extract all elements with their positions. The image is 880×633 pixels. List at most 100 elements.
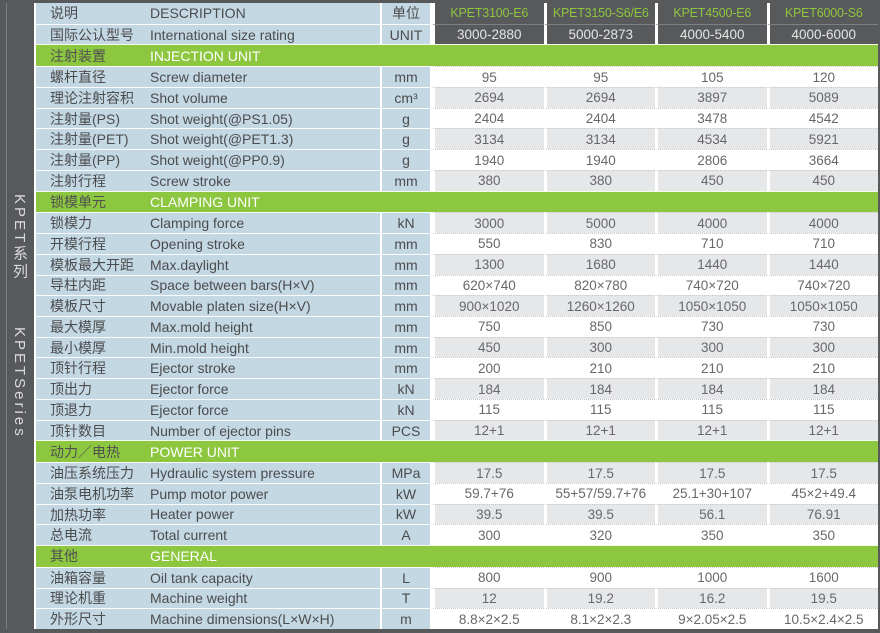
spec-label-cn: 油箱容量 — [36, 566, 148, 588]
spec-row: 导柱内距 Space between bars(H×V) mm 620×740 820×… — [36, 274, 878, 296]
spec-row: 理论机重 Machine weight T 12 19.2 16.2 19.5 — [36, 587, 878, 609]
spec-value: 12+1 — [543, 419, 655, 441]
spec-label-en: Opening stroke — [148, 233, 380, 254]
spec-label-en: Min.mold height — [148, 336, 380, 358]
spec-row: 顶针数目 Number of ejector pins PCS 12+1 12+1 12+… — [36, 419, 878, 441]
spec-unit: mm — [380, 357, 432, 379]
column-header-unit-cn: 单位 — [380, 3, 432, 24]
spec-value: 39.5 — [543, 503, 655, 525]
spec-row: 最大模厚 Max.mold height mm 750 850 730 730 — [36, 316, 878, 337]
spec-value: 1940 — [432, 149, 544, 170]
spec-row: 油箱容量 Oil tank capacity L 800 900 1000 1600 — [36, 566, 878, 588]
spec-value: 450 — [432, 336, 544, 358]
spec-value: 5089 — [766, 86, 878, 108]
spec-row: 外形尺寸 Machine dimensions(L×W×H) m 8.8×2×2.5 8… — [36, 608, 878, 630]
spec-label-cn: 总电流 — [36, 524, 148, 546]
spec-value: 184 — [432, 378, 544, 399]
spec-label-en: Space between bars(H×V) — [148, 274, 380, 296]
spec-value: 9×2.05×2.5 — [655, 608, 767, 630]
spec-value: 2694 — [432, 86, 544, 108]
spec-value: 184 — [766, 378, 878, 399]
section-header-row: 锁模单元 CLAMPING UNIT — [36, 190, 878, 213]
spec-unit: MPa — [380, 462, 432, 483]
spec-row: 锁模力 Clamping force kN 3000 5000 4000 4000 — [36, 212, 878, 234]
spec-value: 300 — [766, 336, 878, 358]
spec-value: 350 — [766, 524, 878, 546]
spec-unit: m — [380, 608, 432, 630]
spec-value: 95 — [543, 66, 655, 87]
spec-label-cn: 顶针数目 — [36, 419, 148, 441]
section-fill — [380, 441, 878, 462]
spec-value: 4000 — [766, 212, 878, 234]
spec-unit: g — [380, 107, 432, 129]
spec-value: 3664 — [766, 149, 878, 170]
section-title-cn: 动力／电热 — [50, 443, 120, 460]
spec-value: 3134 — [543, 128, 655, 150]
spec-label-cn: 顶出力 — [36, 378, 148, 399]
spec-unit: mm — [380, 295, 432, 317]
spec-label-cn: 理论机重 — [36, 587, 148, 609]
section-title-en: CLAMPING UNIT — [150, 193, 260, 210]
section-fill — [380, 546, 878, 567]
model-name: KPET3150-S6/E6 — [543, 3, 655, 24]
spec-value: 200 — [432, 357, 544, 379]
spec-value: 1600 — [766, 566, 878, 588]
spec-unit: T — [380, 587, 432, 609]
spec-value: 184 — [655, 378, 767, 399]
spec-value: 115 — [766, 398, 878, 420]
spec-value: 450 — [655, 169, 767, 191]
spec-label-en: Ejector force — [148, 398, 380, 420]
spec-label-en: Number of ejector pins — [148, 419, 380, 441]
spec-value: 115 — [543, 398, 655, 420]
spec-value: 380 — [432, 169, 544, 191]
spec-value: 2404 — [543, 107, 655, 129]
spec-value: 350 — [655, 524, 767, 546]
spec-value: 17.5 — [543, 462, 655, 483]
spec-value: 4542 — [766, 107, 878, 129]
spec-value: 550 — [432, 233, 544, 254]
column-header-cn: 说明 — [36, 3, 148, 24]
spec-value: 184 — [543, 378, 655, 399]
table-header-row: 说明 DESCRIPTION 单位 KPET3100-E6 KPET3150-S6/E6… — [36, 3, 878, 24]
spec-label-en: Shot volume — [148, 86, 380, 108]
spec-label-cn: 顶退力 — [36, 398, 148, 420]
spec-value: 105 — [655, 66, 767, 87]
spec-label-cn: 外形尺寸 — [36, 608, 148, 630]
spec-label-en: Max.mold height — [148, 316, 380, 337]
spec-value: 450 — [766, 169, 878, 191]
spec-row: 顶针行程 Ejector stroke mm 200 210 210 210 — [36, 357, 878, 379]
spec-label-en: Pump motor power — [148, 482, 380, 504]
spec-value: 55+57/59.7+76 — [543, 482, 655, 504]
spec-unit: mm — [380, 336, 432, 358]
spec-label-en: Machine weight — [148, 587, 380, 609]
spec-label-cn: 油泵电机功率 — [36, 482, 148, 504]
spec-value: 17.5 — [655, 462, 767, 483]
spec-unit: mm — [380, 233, 432, 254]
spec-value: 12+1 — [766, 419, 878, 441]
spec-value: 8.1×2×2.3 — [543, 608, 655, 630]
spec-label-en: Screw diameter — [148, 66, 380, 87]
spec-value: 16.2 — [655, 587, 767, 609]
section-header-row: 注射装置 INJECTION UNIT — [36, 44, 878, 67]
spec-value: 95 — [432, 66, 544, 87]
spec-label-en: Shot weight(@PS1.05) — [148, 107, 380, 129]
spec-value: 740×720 — [766, 274, 878, 296]
spec-label-cn: 模板最大开距 — [36, 253, 148, 275]
spec-label-cn: 最大模厚 — [36, 316, 148, 337]
spec-value: 12 — [432, 587, 544, 609]
section-title-cn: 注射装置 — [50, 47, 106, 64]
spec-value: 10.5×2.4×2.5 — [766, 608, 878, 630]
spec-label-en: Shot weight(@PP0.9) — [148, 149, 380, 170]
spec-value: 17.5 — [766, 462, 878, 483]
rating-label-en: International size rating — [148, 23, 380, 45]
spec-unit: mm — [380, 253, 432, 275]
spec-value: 1050×1050 — [766, 295, 878, 317]
spec-label-en: Hydraulic system pressure — [148, 462, 380, 483]
size-rating-row: 国际公认型号 International size rating UNIT 3000-… — [36, 23, 878, 45]
spec-value: 1300 — [432, 253, 544, 275]
column-header-unit-en: UNIT — [380, 23, 432, 45]
spec-label-cn: 理论注射容积 — [36, 86, 148, 108]
spec-label-cn: 注射量(PET) — [36, 128, 148, 150]
spec-row: 注射量(PP) Shot weight(@PP0.9) g 1940 1940 2806 3… — [36, 149, 878, 170]
spec-value: 45×2+49.4 — [766, 482, 878, 504]
